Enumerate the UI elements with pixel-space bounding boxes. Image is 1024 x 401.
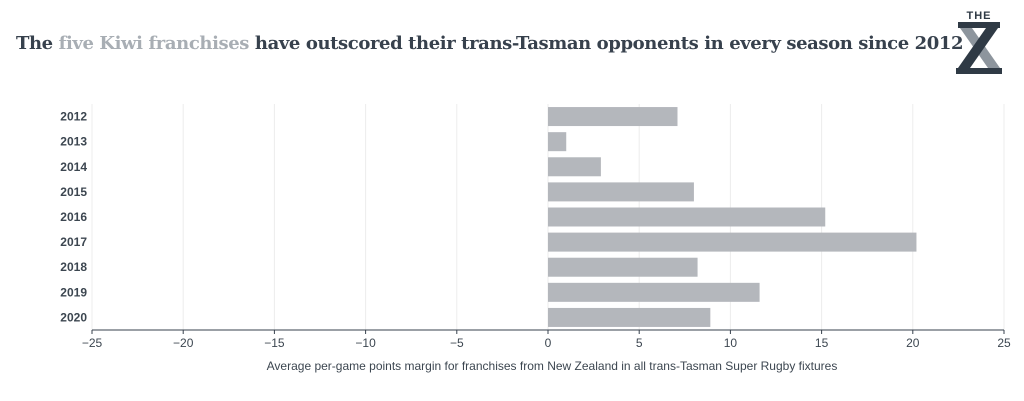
x-tick-label: −15 [264, 336, 285, 350]
x-tick-label: 0 [545, 336, 552, 350]
x-tick-label: 20 [906, 336, 920, 350]
x-tick-label: −10 [355, 336, 376, 350]
x-tick-label: 10 [724, 336, 738, 350]
chart-title: The five Kiwi franchises have outscored … [16, 33, 964, 54]
category-label: 2016 [60, 210, 87, 224]
bar-2012 [548, 107, 678, 127]
bar-2014 [548, 157, 601, 177]
category-label: 2012 [60, 110, 87, 124]
x-tick-label: −25 [82, 336, 103, 350]
category-label: 2013 [60, 135, 87, 149]
x-axis-label: Average per-game points margin for franc… [267, 359, 838, 373]
bar-2013 [548, 132, 567, 152]
bar-2017 [548, 232, 917, 252]
bars [548, 107, 917, 327]
category-label: 2014 [60, 160, 87, 174]
logo-text: THE [967, 10, 992, 22]
grid-lines [91, 104, 1005, 330]
x-tick-labels: −25 −20 −15 −10 −5 0 5 10 15 20 25 [82, 330, 1011, 350]
x-tick-label: 15 [815, 336, 829, 350]
x-tick-label: 25 [997, 336, 1011, 350]
bar-2018 [548, 257, 698, 277]
category-label: 2017 [60, 235, 87, 249]
x-tick-label: −20 [173, 336, 194, 350]
bar-2019 [548, 282, 760, 302]
bar-2020 [548, 307, 711, 327]
x-tick-label: 5 [636, 336, 643, 350]
category-label: 2018 [60, 260, 87, 274]
title-highlight: five Kiwi franchises [58, 33, 250, 54]
title-rest: have outscored their trans-Tasman oppone… [249, 33, 964, 54]
category-labels: 2012 2013 2014 2015 2016 2017 2018 2019 2020 [60, 110, 87, 325]
title-prefix: The [16, 33, 59, 54]
category-label: 2015 [60, 185, 87, 199]
category-label: 2019 [60, 285, 87, 299]
bar-2016 [548, 207, 826, 227]
category-label: 2020 [60, 310, 87, 324]
bar-2015 [548, 182, 694, 202]
x-tick-label: −5 [450, 336, 464, 350]
x-logo-icon: THE [956, 10, 1002, 74]
